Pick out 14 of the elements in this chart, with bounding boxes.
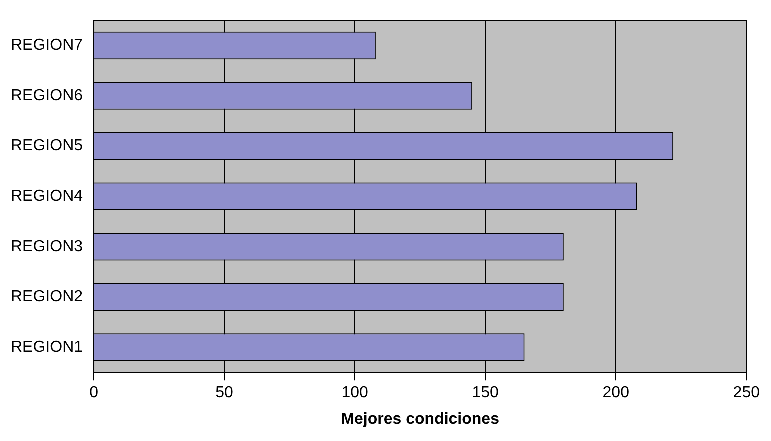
y-tick-label: REGION6 — [11, 87, 84, 104]
y-tick-label: REGION5 — [11, 138, 84, 155]
y-tick-label: REGION1 — [11, 338, 84, 356]
y-tick-label: REGION4 — [11, 188, 84, 206]
x-tick-label: 150 — [472, 384, 500, 402]
x-tick-label: 100 — [342, 384, 369, 402]
x-tick-label: 200 — [602, 384, 630, 402]
x-tick-label: 0 — [90, 384, 99, 402]
x-tick-label: 50 — [216, 384, 234, 402]
x-tick-label: 250 — [733, 384, 760, 402]
y-tick-label: REGION2 — [11, 288, 84, 306]
x-axis-title: Mejores condiciones — [341, 410, 500, 428]
y-tick-label: REGION7 — [11, 37, 84, 54]
y-tick-label: REGION3 — [11, 238, 84, 256]
